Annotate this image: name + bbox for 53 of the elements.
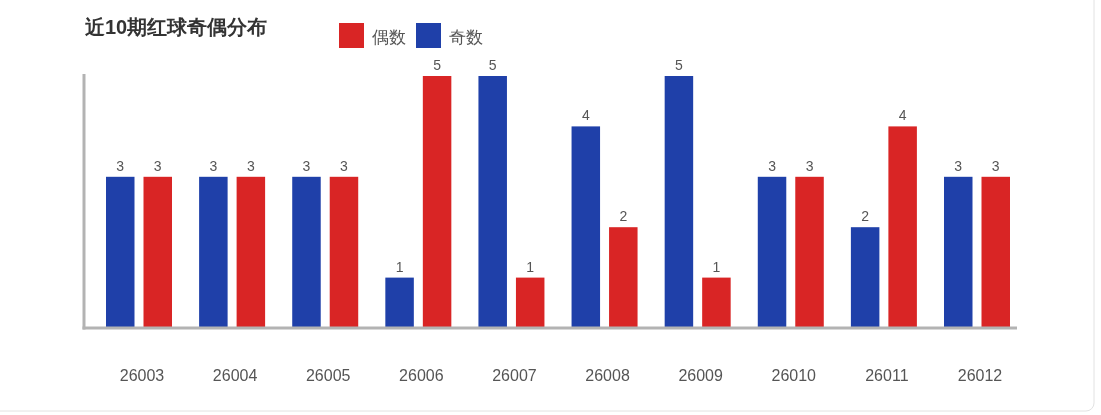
data-label: 1 <box>526 258 535 275</box>
bar <box>329 176 359 328</box>
data-label: 3 <box>340 157 349 174</box>
data-label: 2 <box>861 208 870 225</box>
bar <box>850 227 880 328</box>
bar <box>143 176 172 328</box>
data-label: 5 <box>488 57 497 73</box>
bar <box>888 126 917 328</box>
x-tick-label: 26007 <box>492 367 537 384</box>
data-label: 4 <box>898 107 907 124</box>
data-label: 3 <box>153 157 162 174</box>
bar <box>422 76 452 328</box>
x-tick-label: 26005 <box>305 367 351 384</box>
bar <box>981 176 1010 328</box>
data-label: 5 <box>433 57 442 73</box>
data-label: 3 <box>768 157 777 174</box>
data-label: 5 <box>675 57 684 73</box>
data-label: 3 <box>302 157 311 174</box>
bar <box>478 76 507 328</box>
legend-label: 偶数 <box>372 28 406 47</box>
legend-label: 奇数 <box>449 28 483 47</box>
bar <box>199 176 228 328</box>
bar <box>106 176 135 328</box>
data-label: 3 <box>991 157 1000 174</box>
x-tick-label: 26010 <box>771 367 817 384</box>
x-tick-label: 26008 <box>585 367 630 384</box>
x-tick-label: 26009 <box>678 367 724 384</box>
bar <box>757 176 787 328</box>
data-label: 3 <box>209 157 218 174</box>
bar <box>292 176 321 328</box>
chart-title: 近10期红球奇偶分布 <box>84 16 268 38</box>
bar <box>571 126 601 328</box>
bar <box>944 176 973 328</box>
data-label: 4 <box>581 107 590 124</box>
bar <box>385 277 414 328</box>
bar <box>609 227 638 328</box>
x-tick-label: 26003 <box>119 367 165 384</box>
x-tick-label: 26004 <box>212 367 258 384</box>
data-label: 3 <box>246 157 255 174</box>
bar <box>236 176 266 328</box>
data-label: 3 <box>805 157 814 174</box>
bar <box>702 277 731 328</box>
x-tick-label: 26011 <box>865 367 909 384</box>
bar <box>664 76 694 328</box>
bar <box>795 176 824 328</box>
data-label: 3 <box>116 157 125 174</box>
data-label: 1 <box>395 258 404 275</box>
x-tick-label: 26006 <box>399 367 444 384</box>
data-label: 1 <box>712 258 721 275</box>
data-label: 3 <box>954 157 963 174</box>
data-label: 2 <box>619 208 628 225</box>
x-tick-label: 26012 <box>957 367 1003 384</box>
bar <box>515 277 545 328</box>
